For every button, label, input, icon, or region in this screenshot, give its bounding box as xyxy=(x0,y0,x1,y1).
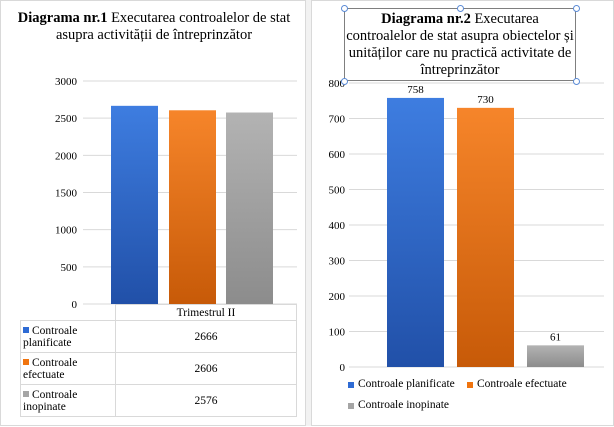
bar-performed xyxy=(457,107,514,367)
data-table-row-label: Controale efectuate xyxy=(20,352,116,385)
y-tick-label: 600 xyxy=(329,149,346,161)
chart-1-data-table: Trimestrul II Controale planificate 2666… xyxy=(20,304,297,417)
legend-swatch-planned xyxy=(23,326,29,333)
data-table-row-label: Controale planificate xyxy=(20,320,116,353)
y-tick-label: 100 xyxy=(329,327,346,339)
bar-planned xyxy=(387,97,444,367)
data-table-row: Controale efectuate 2606 xyxy=(20,352,297,385)
chart-2-title-text: Executarea controalelor de stat asupra o… xyxy=(346,11,574,78)
bar-unscheduled xyxy=(226,112,273,304)
resize-handle-top-right[interactable] xyxy=(573,5,580,12)
legend-swatch-unscheduled xyxy=(348,402,354,409)
data-table-row-label: Controale inopinate xyxy=(20,384,116,417)
chart-2-title-bold: Diagrama nr.2 xyxy=(381,11,471,27)
y-tick-label: 500 xyxy=(61,262,78,274)
y-tick-label: 0 xyxy=(340,362,346,374)
legend-item-performed: Controale efectuate xyxy=(467,378,567,391)
legend-swatch-planned xyxy=(348,381,354,388)
data-table-value: 2666 xyxy=(115,320,297,353)
resize-handle-top-left[interactable] xyxy=(341,5,348,12)
chart-1-title: Diagrama nr.1 Executarea controalelor de… xyxy=(1,10,307,44)
series-name-unscheduled: Controale inopinate xyxy=(23,388,78,413)
y-tick-label: 1500 xyxy=(55,188,78,200)
y-tick-label: 700 xyxy=(329,114,346,126)
chart-panel-1: Diagrama nr.1 Executarea controalelor de… xyxy=(0,0,306,426)
legend-label-performed: Controale efectuate xyxy=(477,378,567,390)
chart-2-title-box[interactable]: Diagrama nr.2 Executarea controalelor de… xyxy=(344,8,576,81)
resize-handle-top[interactable] xyxy=(457,5,464,12)
legend-item-unscheduled: Controale inopinate xyxy=(348,399,449,412)
bar-unscheduled xyxy=(527,345,584,367)
legend-swatch-unscheduled xyxy=(23,390,29,397)
chart-1-plot: 0 500 1000 1500 2000 2500 3000 xyxy=(55,76,297,311)
data-table-corner xyxy=(21,305,116,321)
data-table-value: 2606 xyxy=(115,352,297,385)
y-tick-label: 2000 xyxy=(55,150,78,162)
data-table-row: Controale inopinate 2576 xyxy=(20,384,297,417)
y-tick-label: 3000 xyxy=(55,76,78,88)
bar-planned xyxy=(111,105,158,304)
chart-1-title-bold: Diagrama nr.1 xyxy=(17,10,108,26)
data-label-performed: 730 xyxy=(477,94,494,106)
y-tick-label: 400 xyxy=(329,220,346,232)
data-table-value: 2576 xyxy=(115,384,297,417)
chart-panel-2: 0 100 200 300 400 500 600 700 800 758 730 61 Diagra… xyxy=(311,0,614,426)
panel-divider xyxy=(306,0,311,426)
chart-1-title-text: Executarea controalelor de stat asupra a… xyxy=(55,10,291,43)
y-tick-label: 200 xyxy=(329,291,346,303)
resize-handle-bottom-right[interactable] xyxy=(573,78,580,85)
legend-label-unscheduled: Controale inopinate xyxy=(358,399,450,411)
y-tick-label: 0 xyxy=(72,299,78,311)
data-table-category-header: Trimestrul II xyxy=(115,304,297,321)
data-label-unscheduled: 61 xyxy=(550,331,561,343)
resize-handle-bottom-left[interactable] xyxy=(341,78,348,85)
data-label-planned: 758 xyxy=(407,84,424,96)
legend-label-planned: Controale planificate xyxy=(358,378,455,390)
y-tick-label: 300 xyxy=(329,256,346,268)
legend-swatch-performed xyxy=(23,358,29,365)
legend-item-planned: Controale planificate xyxy=(348,378,455,391)
series-name-performed: Controale efectuate xyxy=(23,356,78,381)
bar-performed xyxy=(169,110,216,305)
y-tick-label: 2500 xyxy=(55,113,78,125)
y-tick-label: 1000 xyxy=(55,225,78,237)
y-tick-label: 500 xyxy=(329,185,346,197)
data-table-row: Controale planificate 2666 xyxy=(20,320,297,353)
series-name-planned: Controale planificate xyxy=(23,324,78,349)
legend-swatch-performed xyxy=(467,381,473,388)
